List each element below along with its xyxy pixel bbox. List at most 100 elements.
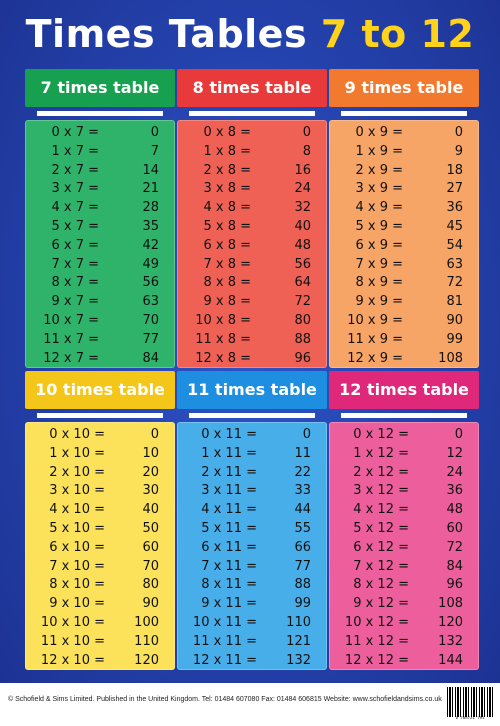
equation: 10 x 10 = (40, 614, 105, 630)
result: 0 (302, 427, 311, 442)
equation: 8 x 7 = (51, 275, 99, 291)
equation: 10 x 8 = (195, 312, 251, 328)
result: 49 (142, 256, 159, 272)
equation: 7 x 12 = (353, 558, 409, 574)
table-row: 5 x 7 = 35 (25, 218, 175, 237)
result: 108 (438, 596, 463, 612)
equation: 12 x 11 = (192, 652, 257, 668)
table-row: 9 x 7 = 63 (25, 293, 175, 312)
panel-header: 11 times table (177, 371, 327, 409)
result: 132 (438, 633, 463, 649)
table-row: 9 x 10 = 90 (25, 595, 175, 614)
equation: 11 x 8 = (195, 331, 251, 347)
equation: 12 x 8 = (195, 350, 251, 366)
result: 70 (142, 312, 159, 328)
equation: 5 x 9 = (355, 218, 403, 234)
table-row: 11 x 9 = 99 (329, 331, 479, 350)
table-row: 9 x 9 = 81 (329, 293, 479, 312)
result: 56 (142, 275, 159, 291)
table-row: 3 x 8 = 24 (177, 180, 327, 199)
result: 40 (294, 218, 311, 234)
equation: 7 x 11 = (201, 558, 257, 574)
result: 45 (446, 218, 463, 234)
table-row: 12 x 11 = 132 (177, 652, 327, 671)
table-row: 11 x 12 = 132 (329, 633, 479, 652)
result: 50 (142, 520, 159, 536)
equation: 2 x 7 = (51, 162, 99, 178)
equation: 3 x 7 = (51, 181, 99, 197)
table-row: 7 x 8 = 56 (177, 256, 327, 275)
result: 99 (294, 596, 311, 612)
table-row: 6 x 11 = 66 (177, 539, 327, 558)
result: 72 (446, 275, 463, 291)
table-row: 8 x 9 = 72 (329, 274, 479, 293)
result: 30 (142, 483, 159, 499)
equation: 5 x 8 = (203, 218, 251, 234)
equation: 6 x 7 = (51, 237, 99, 253)
equation: 7 x 10 = (49, 558, 105, 574)
result: 22 (294, 464, 311, 480)
equation: 10 x 12 = (344, 614, 409, 630)
table-row: 7 x 9 = 63 (329, 256, 479, 275)
equation: 7 x 9 = (355, 256, 403, 272)
result: 66 (294, 539, 311, 555)
table-row: 2 x 8 = 16 (177, 162, 327, 181)
result: 72 (446, 539, 463, 555)
table-row: 1 x 7 = 7 (25, 143, 175, 162)
result: 84 (446, 558, 463, 574)
panel-8-times-table: 8 times table 0 x 8 = 0 1 x 8 = 8 2 x 8 = 16 3… (177, 69, 327, 368)
result: 84 (142, 350, 159, 366)
equation: 7 x 8 = (203, 256, 251, 272)
barcode-digits: 9 780721 701 (455, 717, 485, 721)
equation: 11 x 10 = (40, 633, 105, 649)
equation: 8 x 11 = (201, 577, 257, 593)
table-row: 0 x 10 = 0 (25, 426, 175, 445)
result: 0 (302, 125, 311, 140)
table-row: 4 x 9 = 36 (329, 199, 479, 218)
table-row: 12 x 7 = 84 (25, 350, 175, 369)
table-row: 12 x 8 = 96 (177, 350, 327, 369)
result: 80 (142, 577, 159, 593)
footer: © Schofield & Sims Limited. Published in… (0, 683, 500, 726)
table-row: 0 x 12 = 0 (329, 426, 479, 445)
title-main: Times Tables (25, 12, 308, 56)
result: 144 (438, 652, 463, 668)
result: 54 (446, 237, 463, 253)
table-row: 8 x 11 = 88 (177, 576, 327, 595)
table-row: 10 x 9 = 90 (329, 312, 479, 331)
table-row: 9 x 12 = 108 (329, 595, 479, 614)
table-row: 5 x 11 = 55 (177, 520, 327, 539)
result: 0 (454, 125, 463, 140)
table-row: 2 x 12 = 24 (329, 464, 479, 483)
result: 20 (142, 464, 159, 480)
table-row: 8 x 12 = 96 (329, 576, 479, 595)
panel-9-times-table: 9 times table 0 x 9 = 0 1 x 9 = 9 2 x 9 = 18 3… (329, 69, 479, 368)
table-row: 3 x 7 = 21 (25, 180, 175, 199)
equation: 6 x 9 = (355, 237, 403, 253)
equation: 4 x 10 = (49, 502, 105, 518)
result: 81 (446, 294, 463, 310)
panel-7-times-table: 7 times table 0 x 7 = 0 1 x 7 = 7 2 x 7 = 14 3… (25, 69, 175, 368)
equation: 3 x 10 = (49, 483, 105, 499)
table-row: 11 x 7 = 77 (25, 331, 175, 350)
equation: 12 x 10 = (40, 652, 105, 668)
result: 110 (286, 614, 311, 630)
equation: 6 x 12 = (353, 539, 409, 555)
panel-body: 0 x 11 = 0 1 x 11 = 11 2 x 11 = 22 3 x 11 = 33 4… (177, 422, 327, 670)
table-row: 10 x 10 = 100 (25, 614, 175, 633)
equation: 8 x 9 = (355, 275, 403, 291)
table-row: 6 x 7 = 42 (25, 237, 175, 256)
equation: 9 x 8 = (203, 294, 251, 310)
panel-10-times-table: 10 times table 0 x 10 = 0 1 x 10 = 10 2 x 10… (25, 371, 175, 670)
poster-title: Times Tables 7 to 12 (0, 12, 500, 56)
table-row: 2 x 9 = 18 (329, 162, 479, 181)
result: 36 (446, 483, 463, 499)
equation: 0 x 12 = (353, 427, 409, 442)
table-row: 4 x 12 = 48 (329, 501, 479, 520)
table-row: 3 x 10 = 30 (25, 482, 175, 501)
result: 24 (294, 181, 311, 197)
result: 88 (294, 331, 311, 347)
equation: 4 x 12 = (353, 502, 409, 518)
result: 108 (438, 350, 463, 366)
panel-12-times-table: 12 times table 0 x 12 = 0 1 x 12 = 12 2 x 12… (329, 371, 479, 670)
